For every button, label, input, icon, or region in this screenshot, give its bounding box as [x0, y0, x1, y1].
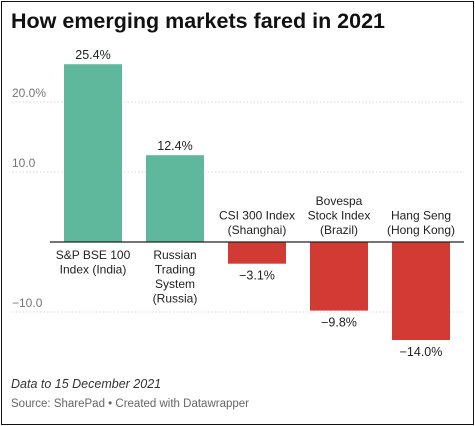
bar-value-label: −3.1%: [239, 269, 275, 283]
source-credit: Source: SharePad • Created with Datawrap…: [11, 398, 249, 410]
category-label: (Shanghai): [228, 223, 287, 237]
category-label: System: [155, 277, 195, 291]
category-label: CSI 300 Index: [219, 209, 295, 223]
category-label: (Russia): [153, 292, 198, 306]
bar: [310, 242, 368, 311]
bar-value-label: −9.8%: [321, 316, 357, 330]
category-label: (Brazil): [320, 223, 358, 237]
category-label: S&P BSE 100: [56, 248, 131, 262]
category-label: Index (India): [60, 263, 127, 277]
bar: [228, 242, 286, 264]
y-tick-label: 20.0%: [12, 86, 46, 100]
bar: [392, 242, 450, 340]
data-date-note: Data to 15 December 2021: [11, 377, 162, 391]
bar-value-label: 12.4%: [157, 139, 192, 153]
chart-title: How emerging markets fared in 2021: [11, 9, 386, 33]
bar-value-label: −14.0%: [400, 345, 443, 359]
category-label: Hang Seng: [391, 209, 451, 223]
bar: [146, 155, 204, 242]
category-label: Bovespa: [316, 194, 363, 208]
bar-value-label: 25.4%: [75, 48, 110, 62]
category-label: Stock Index: [308, 209, 371, 223]
bar: [64, 64, 122, 242]
category-label: (Hong Kong): [387, 223, 455, 237]
y-tick-label: −10.0: [12, 296, 43, 310]
y-tick-label: 10.0: [12, 156, 36, 170]
category-label: Trading: [155, 263, 195, 277]
category-label: Russian: [153, 248, 196, 262]
